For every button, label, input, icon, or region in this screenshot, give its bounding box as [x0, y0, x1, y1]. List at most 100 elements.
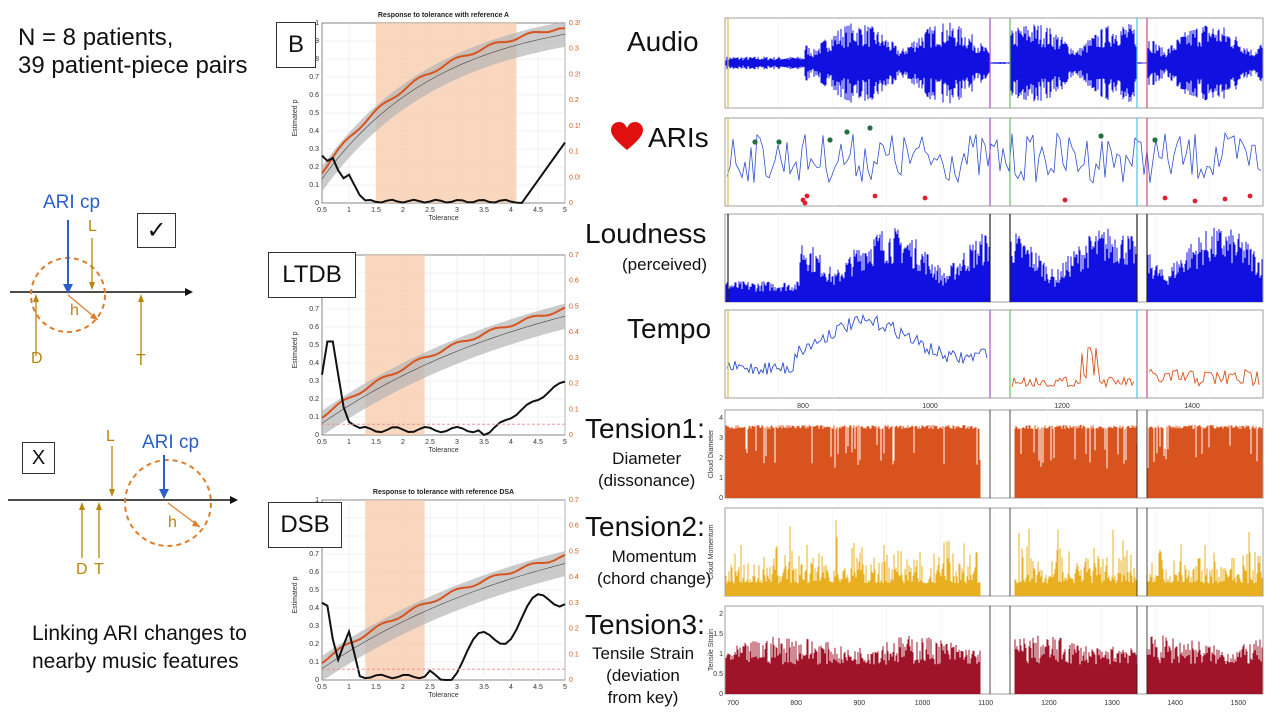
ari-trough-marker — [922, 195, 928, 201]
h-label-2: h — [168, 514, 177, 531]
ari-peak-marker — [844, 129, 850, 135]
ari-peak-marker — [776, 139, 782, 145]
y-right-tick-label: 0.2 — [569, 381, 579, 388]
t3-y-tick: 0.5 — [713, 671, 723, 678]
y-tick-label: 0.6 — [309, 569, 319, 576]
y-right-tick-label: 0.7 — [569, 497, 579, 504]
tolerance-plot-b: Response to tolerance with reference A 0.… — [292, 12, 580, 222]
row-sub-loudness: (perceived) — [622, 255, 708, 274]
ari-peak-marker — [867, 125, 873, 131]
tempo-x-tick: 800 — [797, 403, 809, 410]
bottom-x-tick: 1100 — [978, 700, 993, 707]
y-right-tick-label: 0.3 — [569, 46, 579, 53]
y-right-tick-label: 0.2 — [569, 97, 579, 104]
y-tick-label: 0.4 — [309, 360, 319, 367]
panel-label-b: B — [276, 22, 316, 68]
x-tick-label: 3 — [455, 439, 459, 446]
tension2-panel — [724, 507, 1264, 597]
tolerance-response-plots: Response to tolerance with reference A 0.… — [292, 12, 580, 699]
t3-y-tick: 2 — [719, 611, 723, 618]
y-right-tick-label: 0.1 — [569, 149, 579, 156]
x-tick-label: 1.5 — [371, 207, 381, 214]
y-tick-label: 0.7 — [309, 551, 319, 558]
tempo-panel — [724, 309, 1264, 399]
expected-curve — [321, 563, 566, 669]
bottom-x-tick: 1400 — [1167, 700, 1183, 707]
y-tick-label: 0.4 — [309, 128, 319, 135]
x-tick-label: 2.5 — [425, 684, 435, 691]
cross-mark-box: X — [22, 442, 55, 474]
y-right-tick-label: 0.6 — [569, 523, 579, 530]
d-label-2: D — [76, 561, 88, 578]
d-label-1: D — [31, 350, 43, 367]
x-tick-label: 2 — [401, 207, 405, 214]
x-tick-label: 1 — [347, 207, 351, 214]
tension2-panel-fill — [725, 520, 1263, 596]
y-tick-label: 0.5 — [309, 342, 319, 349]
expected-curve — [321, 33, 566, 180]
plot-title: Response to tolerance with reference DSA — [373, 489, 514, 496]
x-tick-label: 1 — [347, 684, 351, 691]
y-right-tick-label: 0.3 — [569, 600, 579, 607]
x-tick-label: 0.5 — [317, 684, 327, 691]
x-axis-label: Tolerance — [428, 447, 458, 454]
x-tick-label: 2 — [401, 684, 405, 691]
pvalue-curve — [321, 141, 566, 205]
tolerance-window-shade — [365, 255, 425, 435]
x-tick-label: 3.5 — [479, 439, 489, 446]
y-tick-label: 0.3 — [309, 146, 319, 153]
row-label-aris: ARIs — [648, 122, 709, 153]
x-axis-label: Tolerance — [428, 215, 458, 222]
x-tick-label: 3 — [455, 207, 459, 214]
row-label-tension2: Tension2: — [585, 511, 705, 542]
y-tick-label: 1 — [315, 20, 319, 27]
x-tick-label: 4 — [509, 684, 513, 691]
x-tick-label: 5 — [563, 684, 567, 691]
audio-waveform-panel — [724, 17, 1264, 109]
y-tick-label: 0.7 — [309, 306, 319, 313]
x-tick-label: 4.5 — [533, 207, 543, 214]
tempo-x-tick: 1200 — [1054, 403, 1070, 410]
x-tick-label: 2.5 — [425, 207, 435, 214]
t1-y-tick: 0 — [719, 495, 723, 502]
tension1-panel-fill — [725, 424, 1263, 498]
y-right-tick-label: 0.4 — [569, 329, 579, 336]
y-tick-label: 0.3 — [309, 623, 319, 630]
y-right-tick-label: 0 — [569, 200, 573, 207]
x-tick-label: 1 — [347, 439, 351, 446]
y-right-tick-label: 0.7 — [569, 252, 579, 259]
tempo-series-main — [726, 313, 988, 376]
y-tick-label: 0.1 — [309, 659, 319, 666]
expected-curve — [321, 315, 566, 424]
y-tick-label: 0.2 — [309, 641, 319, 648]
y-tick-label: 0.4 — [309, 605, 319, 612]
t3-y-axis-label: Tensile Strain — [708, 629, 715, 671]
y-tick-label: 0.1 — [309, 182, 319, 189]
y-axis-label: Estimated p — [292, 331, 299, 368]
diagram-ari-cross — [8, 446, 238, 558]
x-tick-label: 0.5 — [317, 207, 327, 214]
y-tick-label: 0.5 — [309, 110, 319, 117]
x-tick-label: 4 — [509, 207, 513, 214]
confidence-band — [322, 550, 565, 680]
ari-trough-marker — [1222, 196, 1228, 202]
tension1-panel — [724, 409, 1264, 499]
y-right-tick-label: 0 — [569, 432, 573, 439]
x-tick-label: 0.5 — [317, 439, 327, 446]
x-tick-label: 4.5 — [533, 684, 543, 691]
ari-panel — [724, 117, 1264, 207]
ari-series — [726, 131, 1262, 184]
x-tick-label: 4 — [509, 439, 513, 446]
y-tick-label: 0 — [315, 677, 319, 684]
tension3-panel — [724, 605, 1264, 695]
y-right-tick-label: 0.2 — [569, 626, 579, 633]
y-tick-label: 0 — [315, 200, 319, 207]
row-sub-tension3: Tensile Strain (deviation from key) — [592, 644, 695, 707]
audio-waveform — [725, 22, 1263, 104]
ari-trough-marker — [1247, 193, 1253, 199]
tempo-x-tick: 1000 — [922, 403, 938, 410]
row-label-tension3: Tension3: — [585, 609, 705, 640]
tolerance-plot-dsb: Response to tolerance with reference DSA… — [292, 489, 579, 699]
ari-trough-marker — [1062, 197, 1068, 203]
t1-y-tick: 2 — [719, 455, 723, 462]
